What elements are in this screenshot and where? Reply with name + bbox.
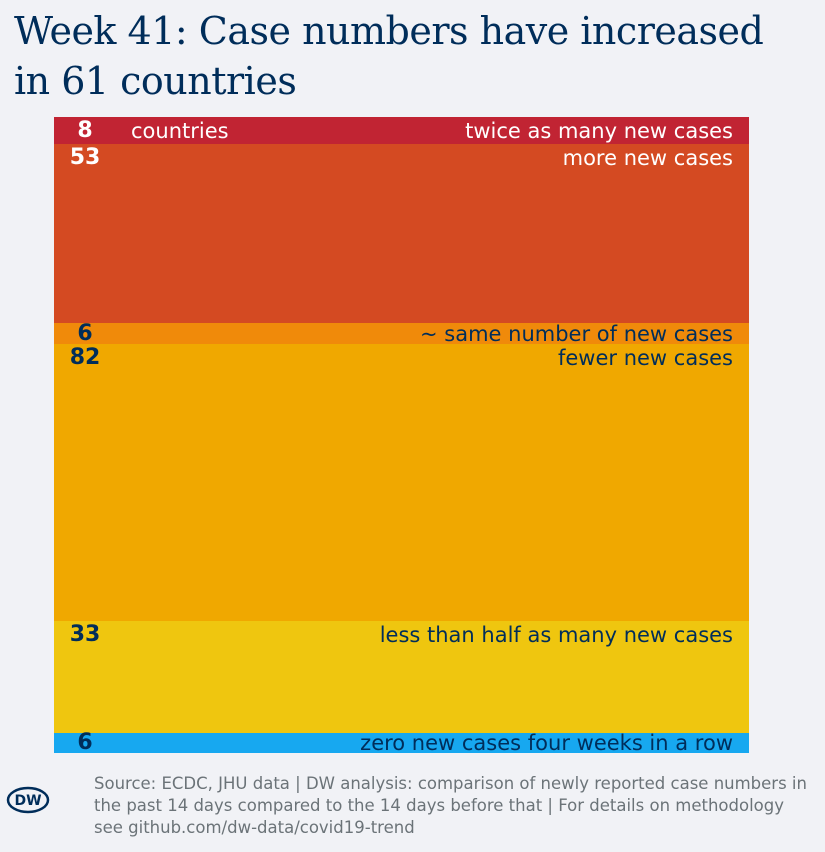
band-count: 8 <box>77 117 93 143</box>
band-label: twice as many new cases <box>465 118 733 143</box>
band-3: 82 fewer new cases <box>54 343 749 622</box>
band-1: 53 more new cases <box>54 144 749 324</box>
svg-text:DW: DW <box>14 793 41 809</box>
stacked-chart: 8 countries twice as many new cases 53 more … <box>54 117 749 755</box>
band-count: 82 <box>69 344 101 370</box>
band-label: less than half as many new cases <box>379 623 733 648</box>
band-0: 8 countries twice as many new cases <box>54 117 749 145</box>
band-2: 6 ~ same number of new cases <box>54 321 749 346</box>
unit-label: countries <box>131 118 229 143</box>
band-5: 6 zero new cases four weeks in a row <box>54 730 749 755</box>
band-label: more new cases <box>562 146 733 171</box>
dw-logo-icon: DW <box>6 786 50 814</box>
chart-title: Week 41: Case numbers have increased in … <box>14 9 764 103</box>
band-label: ~ same number of new cases <box>420 321 733 346</box>
band-count: 6 <box>77 320 93 346</box>
band-label: zero new cases four weeks in a row <box>360 730 733 755</box>
band-4: 33 less than half as many new cases <box>54 621 749 733</box>
band-label: fewer new cases <box>557 345 733 370</box>
band-count: 33 <box>69 622 101 648</box>
band-count: 53 <box>69 145 101 171</box>
band-count: 6 <box>77 729 93 755</box>
source-note: Source: ECDC, JHU data | DW analysis: co… <box>94 774 807 837</box>
